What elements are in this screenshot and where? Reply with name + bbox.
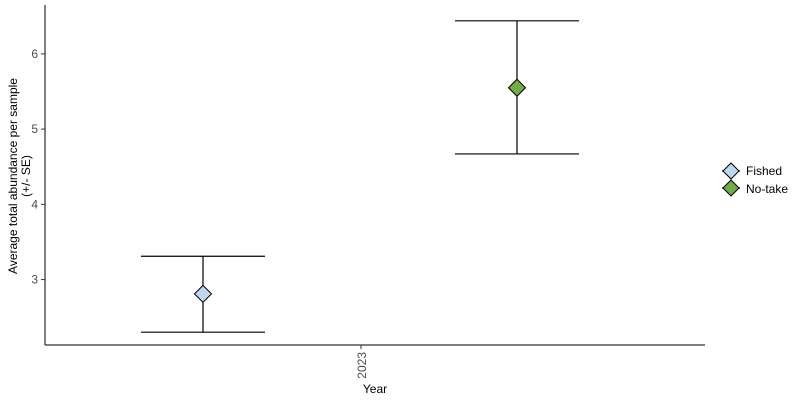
x-tick-label: 2023 bbox=[355, 352, 369, 379]
y-axis-title-line-2: (+/- SE) bbox=[19, 155, 33, 197]
x-axis-title: Year bbox=[363, 382, 387, 396]
y-axis-title-line-1: Average total abundance per sample bbox=[6, 78, 20, 274]
data-marks bbox=[141, 20, 579, 333]
y-tick-label: 3 bbox=[31, 273, 38, 287]
y-axis-ticks: 3 4 5 6 bbox=[31, 47, 45, 287]
mean-point-fished bbox=[193, 284, 213, 304]
y-tick-label: 6 bbox=[31, 47, 38, 61]
y-tick-label: 4 bbox=[31, 197, 38, 211]
legend-symbol-no-take bbox=[722, 179, 740, 197]
mean-point-no-take bbox=[507, 78, 527, 97]
legend-label-no-take: No-take bbox=[746, 182, 788, 196]
legend-label-fished: Fished bbox=[746, 164, 782, 178]
legend-key-no-take bbox=[722, 179, 740, 197]
legend: Fished No-take bbox=[722, 162, 788, 197]
y-tick-label: 5 bbox=[31, 122, 38, 136]
legend-key-fished bbox=[722, 162, 740, 180]
legend-symbol-fished bbox=[722, 162, 740, 180]
